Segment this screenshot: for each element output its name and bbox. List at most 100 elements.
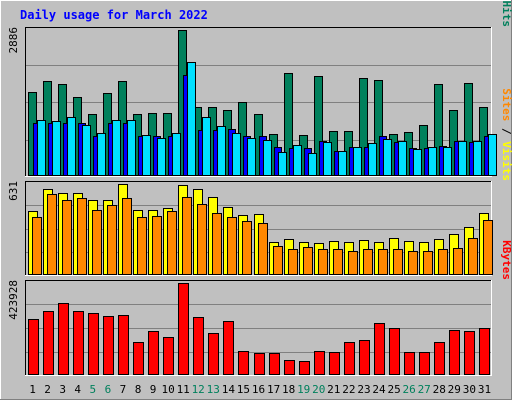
- kbytes-panel-max-label: 423928: [7, 280, 20, 320]
- bar-kbytes-day-16: [254, 353, 265, 375]
- bar-hits-day-28: [434, 84, 443, 176]
- bar-kbytes-day-9: [148, 331, 159, 375]
- bar-kbytes-day-23: [359, 340, 370, 375]
- bar-hits-day-20: [314, 76, 323, 176]
- bar-kbytes-day-3: [58, 303, 69, 375]
- bar-kbytes-day-24: [374, 323, 385, 375]
- chart-title: Daily usage for March 2022: [20, 8, 208, 22]
- bar-kbytes-day-8: [133, 342, 144, 375]
- day-label-16: 16: [252, 383, 265, 396]
- bar-sites-day-5: [92, 210, 102, 275]
- bar-kbytes-day-28: [434, 342, 445, 375]
- bar-pages-day-19: [308, 153, 317, 176]
- day-label-18: 18: [282, 383, 295, 396]
- chart-panels: 2886 Pages / Files / Hits 631 Sites / Visit…: [7, 0, 512, 376]
- bar-pages-day-9: [157, 138, 166, 176]
- bar-hits-day-18: [284, 73, 293, 176]
- bar-pages-day-14: [232, 133, 241, 176]
- bar-pages-day-25: [398, 141, 407, 176]
- bar-sites-day-21: [333, 249, 343, 275]
- bar-pages-day-29: [458, 141, 467, 176]
- bar-kbytes-day-30: [464, 331, 475, 375]
- bar-sites-day-30: [468, 238, 478, 275]
- day-label-23: 23: [357, 383, 370, 396]
- bar-sites-day-6: [107, 205, 117, 275]
- bar-kbytes-day-18: [284, 360, 295, 375]
- day-label-10: 10: [161, 383, 174, 396]
- bar-sites-day-10: [167, 211, 177, 275]
- bar-hits-day-23: [359, 78, 368, 176]
- day-label-5: 5: [89, 383, 96, 396]
- day-label-4: 4: [74, 383, 81, 396]
- hits-panel-legend-label: Pages / Files / Hits: [500, 0, 512, 27]
- bar-pages-day-30: [473, 141, 482, 176]
- bar-kbytes-day-14: [223, 321, 234, 375]
- bar-pages-day-15: [247, 138, 256, 176]
- bar-kbytes-day-15: [238, 351, 249, 375]
- bar-kbytes-day-1: [28, 319, 39, 375]
- bar-sites-day-24: [378, 249, 388, 275]
- bar-pages-day-12: [202, 117, 211, 176]
- bar-pages-day-16: [263, 140, 272, 176]
- day-labels: 1 2 3 4 5 6 7 8 9 10 11 12 13 14 15 16 17 18 19 20 21 22 23 24 2…: [29, 383, 491, 396]
- bar-sites-day-16: [258, 223, 268, 275]
- bar-sites-day-14: [227, 217, 237, 275]
- bar-pages-day-10: [172, 133, 181, 176]
- bar-sites-day-17: [273, 246, 283, 275]
- day-label-13: 13: [207, 383, 220, 396]
- day-label-12: 12: [192, 383, 205, 396]
- bar-sites-day-25: [393, 249, 403, 275]
- day-label-28: 28: [433, 383, 446, 396]
- kbytes-panel-legend-label: KBytes: [500, 240, 512, 280]
- bar-sites-day-28: [438, 249, 448, 275]
- visits-panel-max-label: 631: [7, 181, 20, 201]
- day-label-22: 22: [342, 383, 355, 396]
- bar-pages-day-2: [52, 121, 61, 176]
- bar-kbytes-day-27: [419, 352, 430, 375]
- bar-sites-day-9: [152, 216, 162, 275]
- bar-kbytes-day-19: [299, 361, 310, 375]
- bar-sites-day-26: [408, 251, 418, 275]
- bar-sites-day-31: [483, 220, 493, 275]
- day-label-24: 24: [372, 383, 386, 396]
- day-label-25: 25: [387, 383, 400, 396]
- day-label-19: 19: [297, 383, 310, 396]
- day-label-7: 7: [120, 383, 127, 396]
- bar-kbytes-day-17: [269, 353, 280, 375]
- bar-pages-day-21: [338, 151, 347, 176]
- bar-pages-day-27: [428, 147, 437, 176]
- bar-pages-day-28: [443, 147, 452, 176]
- legend-segment: /: [500, 121, 512, 141]
- visits-panel-legend-label: Sites / Visits: [500, 88, 512, 181]
- day-label-6: 6: [105, 383, 112, 396]
- bar-sites-day-8: [137, 217, 147, 275]
- bar-kbytes-day-22: [344, 342, 355, 375]
- bar-kbytes-day-6: [103, 316, 114, 375]
- bar-kbytes-day-5: [88, 313, 99, 375]
- bar-kbytes-day-11: [178, 283, 189, 375]
- bar-sites-day-22: [348, 251, 358, 275]
- bar-pages-day-31: [488, 134, 497, 176]
- day-label-21: 21: [327, 383, 340, 396]
- bar-sites-day-7: [122, 198, 132, 275]
- bar-pages-day-8: [142, 135, 151, 176]
- bar-kbytes-day-31: [479, 328, 490, 375]
- bar-pages-day-20: [323, 142, 332, 176]
- bar-kbytes-day-4: [73, 311, 84, 375]
- visits-panel: 631 Sites / Visits: [7, 88, 512, 276]
- bar-pages-day-7: [127, 120, 136, 176]
- day-label-1: 1: [29, 383, 36, 396]
- bar-kbytes-day-21: [329, 352, 340, 375]
- day-label-20: 20: [312, 383, 325, 396]
- bar-hits-day-30: [464, 83, 473, 176]
- bar-kbytes-day-10: [163, 337, 174, 375]
- bar-kbytes-day-25: [389, 328, 400, 375]
- day-label-15: 15: [237, 383, 250, 396]
- hits-panel-max-label: 2886: [7, 27, 20, 54]
- bar-sites-day-18: [288, 249, 298, 275]
- bar-kbytes-day-13: [208, 333, 219, 375]
- bar-pages-day-26: [413, 149, 422, 176]
- bar-sites-day-12: [197, 204, 207, 275]
- bar-sites-day-4: [77, 198, 87, 275]
